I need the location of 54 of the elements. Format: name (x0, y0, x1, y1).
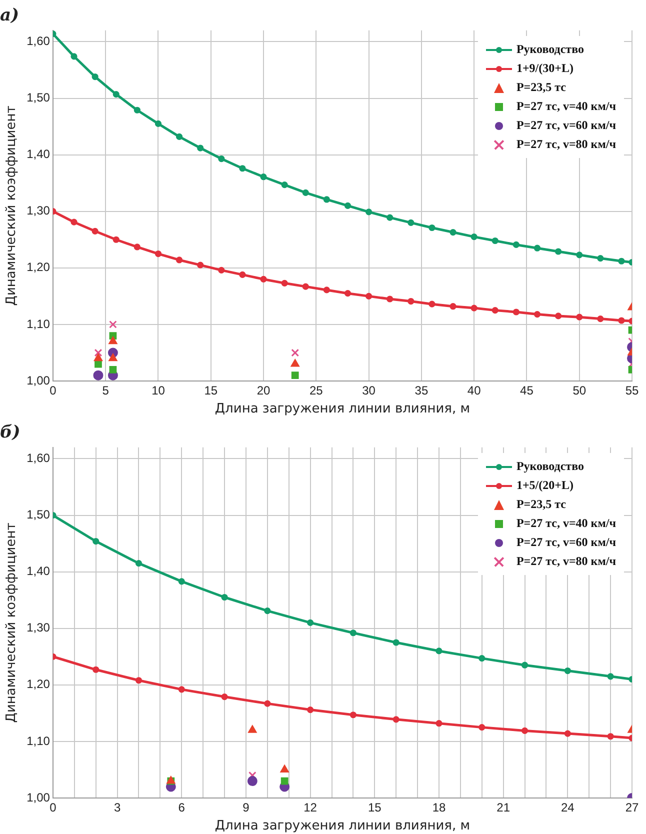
legend-label: P=27 тс, v=60 км/ч (516, 118, 616, 134)
x-tick-label: 35 (414, 384, 428, 398)
x-axis-title: Длина загружения линии влияния, м (214, 818, 470, 834)
x-tick-label: 3 (114, 800, 121, 815)
x-tick-label: 50 (572, 384, 586, 398)
x-tick-label: 24 (560, 800, 575, 815)
chart-title: б) (0, 422, 20, 443)
y-axis-title: Динамический коэффициент (4, 105, 20, 306)
legend-label: P=27 тс, v=40 км/ч (516, 99, 616, 114)
legend-label: P=23,5 тс (516, 497, 566, 512)
x-tick-label: 40 (467, 384, 482, 398)
x-tick-label: 55 (625, 384, 639, 398)
y-tick-label: 1,40 (26, 564, 50, 578)
y-tick-label: 1,50 (26, 90, 50, 105)
chart-title: а) (0, 6, 20, 26)
y-axis-title: Динамический коэффициент (4, 522, 20, 723)
x-tick-label: 0 (50, 384, 57, 398)
legend-label: Руководство (516, 42, 584, 58)
x-tick-label: 27 (625, 800, 639, 815)
y-tick-label: 1,50 (26, 508, 50, 522)
y-tick-label: 1,30 (26, 620, 50, 635)
legend-label: 1+5/(20+L) (516, 478, 574, 494)
y-tick-label: 1,10 (26, 316, 50, 331)
x-tick-label: 21 (496, 800, 510, 815)
legend-label: 1+9/(30+L) (516, 61, 574, 76)
y-tick-label: 1,10 (26, 734, 50, 748)
x-tick-label: 10 (152, 384, 166, 398)
y-tick-label: 1,00 (26, 790, 50, 804)
y-tick-label: 1,30 (26, 204, 50, 218)
legend-label: P=27 тс, v=80 км/ч (516, 554, 616, 570)
legend-label: P=27 тс, v=80 км/ч (516, 137, 616, 152)
y-tick-label: 1,60 (26, 451, 50, 466)
y-tick-label: 1,60 (26, 34, 50, 48)
x-tick-label: 18 (432, 800, 446, 815)
x-tick-label: 15 (368, 800, 382, 815)
y-tick-label: 1,20 (26, 677, 50, 692)
legend-label: Руководство (516, 459, 584, 474)
y-tick-label: 1,20 (26, 260, 50, 274)
x-tick-label: 20 (256, 384, 271, 398)
x-tick-label: 25 (309, 384, 324, 398)
y-tick-label: 1,40 (26, 147, 50, 162)
x-tick-label: 15 (204, 384, 218, 398)
y-tick-label: 1,00 (26, 373, 50, 388)
x-tick-label: 6 (178, 800, 186, 815)
x-tick-label: 5 (102, 384, 110, 398)
legend-label: P=27 тс, v=40 км/ч (516, 516, 616, 532)
x-tick-label: 30 (362, 384, 376, 398)
x-axis-title: Длина загружения линии влияния, м (214, 402, 470, 417)
x-tick-label: 45 (520, 384, 534, 398)
x-tick-label: 12 (304, 800, 318, 815)
x-tick-label: 9 (242, 800, 250, 815)
legend-label: P=27 тс, v=60 км/ч (516, 535, 616, 550)
legend-label: P=23,5 тс (516, 80, 566, 96)
x-tick-label: 0 (50, 800, 57, 815)
